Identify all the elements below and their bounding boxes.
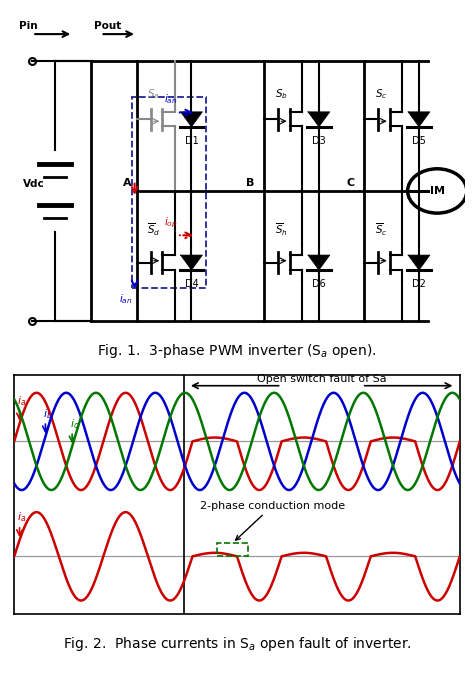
Polygon shape bbox=[181, 112, 202, 127]
Polygon shape bbox=[308, 112, 330, 127]
Polygon shape bbox=[408, 112, 430, 127]
Text: D1: D1 bbox=[184, 136, 199, 146]
Text: $\overline{S}_h$: $\overline{S}_h$ bbox=[274, 222, 287, 238]
Text: S$_b$: S$_b$ bbox=[274, 87, 288, 101]
Text: $i_{an}$: $i_{an}$ bbox=[164, 92, 178, 106]
Polygon shape bbox=[181, 255, 202, 270]
Text: D2: D2 bbox=[412, 280, 426, 289]
Text: $\overline{S}_c$: $\overline{S}_c$ bbox=[374, 222, 387, 238]
Text: $i_a$: $i_a$ bbox=[18, 394, 27, 408]
Text: $i_b$: $i_b$ bbox=[43, 407, 53, 421]
Text: Open switch fault of Sa: Open switch fault of Sa bbox=[257, 374, 386, 384]
Text: A: A bbox=[123, 178, 132, 188]
Text: $i_a$: $i_a$ bbox=[18, 511, 27, 524]
Text: IM: IM bbox=[430, 186, 445, 196]
Text: D3: D3 bbox=[312, 136, 326, 146]
Text: Fig. 1.  3-phase PWM inverter (S$_a$ open).: Fig. 1. 3-phase PWM inverter (S$_a$ open… bbox=[97, 342, 377, 360]
Bar bbox=[217, 543, 248, 557]
Polygon shape bbox=[308, 255, 330, 270]
Text: $i_c$: $i_c$ bbox=[70, 417, 79, 431]
Text: D4: D4 bbox=[184, 280, 199, 289]
Bar bbox=[132, 98, 206, 288]
Text: S$_a$: S$_a$ bbox=[147, 87, 160, 101]
Text: D6: D6 bbox=[312, 280, 326, 289]
Text: D5: D5 bbox=[412, 136, 426, 146]
Text: 2-phase conduction mode: 2-phase conduction mode bbox=[200, 501, 345, 540]
Text: C: C bbox=[346, 178, 355, 188]
Text: $i_{op}$: $i_{op}$ bbox=[164, 216, 178, 230]
Text: Pout: Pout bbox=[94, 21, 121, 31]
Text: Fig. 2.  Phase currents in S$_a$ open fault of inverter.: Fig. 2. Phase currents in S$_a$ open fau… bbox=[63, 636, 411, 653]
Text: Vdc: Vdc bbox=[23, 179, 45, 189]
Text: $\overline{S}_d$: $\overline{S}_d$ bbox=[147, 222, 161, 238]
Polygon shape bbox=[408, 255, 430, 270]
Text: $i_{an}$: $i_{an}$ bbox=[118, 292, 132, 306]
Text: S$_c$: S$_c$ bbox=[374, 87, 387, 101]
Text: B: B bbox=[246, 178, 255, 188]
Text: Pin: Pin bbox=[18, 21, 37, 31]
